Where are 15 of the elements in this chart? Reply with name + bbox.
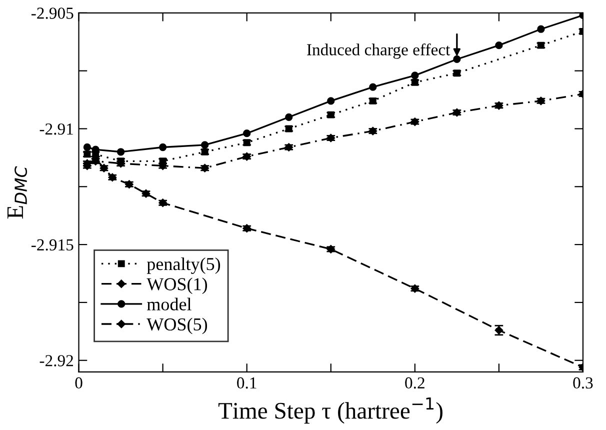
x-tick-label: 0 [75,377,82,389]
x-axis-title: Time Step τ (hartree$^{−1}$) [218,397,442,424]
annotation: Induced charge effect [307,43,450,59]
y-tick-label: -2.905 [31,8,74,19]
x-tick-label: 0.3 [573,377,593,389]
x-tick-label: 0.2 [405,377,424,389]
y-tick-label: -2.91 [40,123,73,135]
legend-label: model [147,298,192,310]
legend-label: WOS(1) [146,278,208,294]
legend-label: WOS(5) [146,318,208,334]
y-axis-title: E$_{DMC}$ [7,166,28,219]
y-tick-label: -2.92 [40,355,73,366]
legend-label: penalty(5) [146,257,220,274]
x-tick-label: 0.1 [237,377,256,389]
y-tick-label: -2.915 [31,239,74,251]
